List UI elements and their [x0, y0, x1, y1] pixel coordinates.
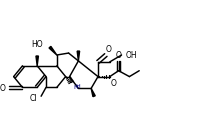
Polygon shape [91, 89, 95, 97]
Text: H: H [75, 83, 80, 88]
Text: HO: HO [32, 39, 43, 48]
Text: O: O [0, 83, 6, 92]
Polygon shape [49, 47, 57, 55]
Text: O: O [106, 45, 112, 54]
Polygon shape [77, 52, 80, 61]
Polygon shape [36, 56, 38, 66]
Text: O: O [116, 51, 122, 59]
Text: H: H [74, 84, 78, 89]
Text: OH: OH [125, 50, 137, 59]
Text: Cl: Cl [30, 93, 37, 102]
Text: O: O [111, 78, 117, 87]
